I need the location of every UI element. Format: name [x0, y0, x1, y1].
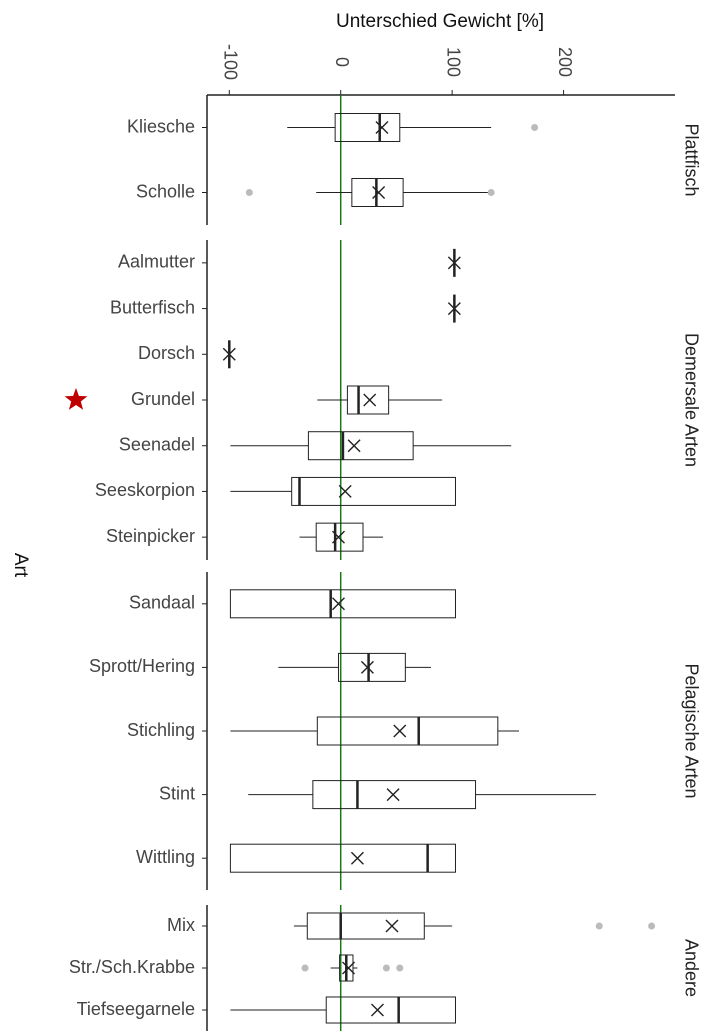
outlier	[531, 124, 539, 131]
y-tick-label: Str./Sch.Krabbe	[69, 957, 195, 977]
y-tick-label: Scholle	[136, 181, 195, 201]
x-tick-label: 100	[443, 47, 463, 77]
y-tick-label: Seeskorpion	[95, 480, 195, 500]
box	[229, 843, 456, 873]
y-tick-label: Stint	[159, 783, 195, 803]
outlier	[595, 922, 603, 930]
mean-marker	[385, 919, 399, 933]
x-tick-label: 200	[555, 47, 575, 77]
outlier	[382, 964, 390, 972]
highlight-star	[64, 388, 88, 410]
y-tick-label: Butterfisch	[110, 297, 195, 317]
facet-label: Plattfisch	[681, 123, 701, 196]
y-tick-label: Aalmutter	[118, 252, 195, 272]
y-tick-label: Stichling	[127, 720, 195, 740]
box	[316, 716, 499, 746]
y-tick-label: Grundel	[131, 389, 195, 409]
box	[346, 385, 390, 415]
mean-marker	[447, 302, 461, 316]
box	[291, 476, 456, 506]
mean-marker	[222, 347, 236, 361]
box	[337, 652, 406, 682]
mean-marker	[338, 484, 352, 498]
outlier	[245, 189, 253, 196]
box	[315, 522, 364, 552]
y-tick-label: Sprott/Hering	[89, 656, 195, 676]
box	[325, 996, 456, 1024]
outlier	[301, 964, 309, 972]
box	[229, 589, 456, 619]
mean-marker	[331, 597, 345, 611]
y-tick-label: Mix	[167, 915, 195, 935]
mean-marker	[350, 851, 364, 865]
y-tick-label: Dorsch	[138, 343, 195, 363]
x-tick-label: -100	[221, 44, 241, 80]
y-axis-title: Art	[10, 553, 31, 578]
x-tick-label: 0	[332, 57, 352, 67]
box	[306, 912, 425, 940]
mean-marker	[375, 121, 389, 134]
mean-marker	[342, 961, 356, 975]
mean-marker	[347, 439, 361, 453]
mean-marker	[360, 660, 374, 674]
mean-marker	[393, 724, 407, 738]
facet-label: Andere	[681, 939, 701, 997]
box	[307, 431, 414, 461]
outlier	[648, 922, 656, 930]
mean-marker	[363, 393, 377, 407]
y-tick-label: Wittling	[136, 847, 195, 867]
mean-marker	[447, 256, 461, 270]
facet-label: Demersale Arten	[681, 333, 701, 467]
x-axis-title: Unterschied Gewicht [%]	[336, 11, 544, 32]
facet-label: Pelagische Arten	[681, 663, 701, 798]
mean-marker	[331, 530, 345, 544]
mean-marker	[370, 1003, 384, 1017]
outlier	[487, 189, 495, 196]
box	[312, 780, 477, 810]
y-tick-label: Kliesche	[127, 116, 195, 136]
y-tick-label: Seenadel	[119, 434, 195, 454]
y-tick-label: Steinpicker	[106, 526, 195, 546]
y-tick-label: Sandaal	[129, 593, 195, 613]
y-tick-label: Tiefseegarnele	[77, 999, 195, 1019]
outlier	[396, 964, 404, 972]
mean-marker	[386, 788, 400, 802]
box	[334, 113, 401, 142]
mean-marker	[372, 186, 386, 199]
